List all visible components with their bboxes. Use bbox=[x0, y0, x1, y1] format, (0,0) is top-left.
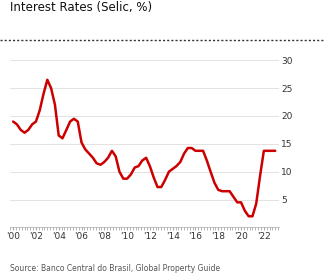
Text: Interest Rates (Selic, %): Interest Rates (Selic, %) bbox=[10, 1, 152, 14]
Text: Source: Banco Central do Brasil, Global Property Guide: Source: Banco Central do Brasil, Global … bbox=[10, 264, 220, 273]
